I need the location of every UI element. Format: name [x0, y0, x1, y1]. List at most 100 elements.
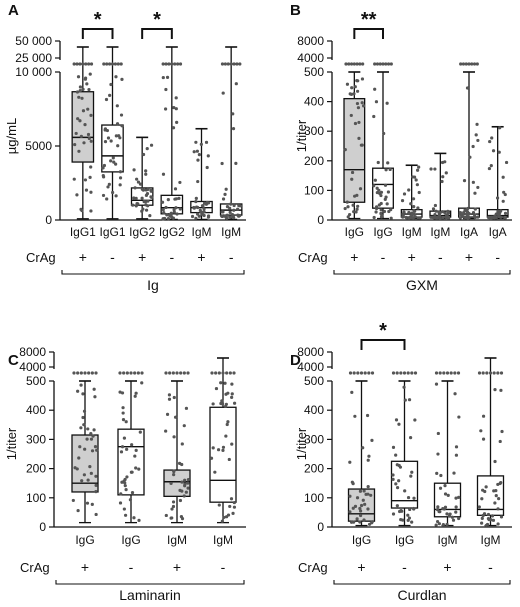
- data-point: [142, 199, 146, 204]
- crag-sign: -: [110, 249, 115, 265]
- data-point: [94, 474, 98, 478]
- data-point: [354, 210, 358, 214]
- data-point: [228, 206, 232, 210]
- data-point: [226, 391, 230, 395]
- data-point: [471, 180, 475, 184]
- x-category-label: IgM: [167, 533, 187, 547]
- data-point-overflow: [232, 62, 236, 66]
- data-point: [122, 436, 127, 440]
- y-tick-label: 0: [317, 520, 324, 534]
- iqr-box: [209, 406, 237, 503]
- data-point: [172, 473, 176, 477]
- y-tick-label: 500: [26, 374, 46, 388]
- data-point: [133, 454, 137, 458]
- data-point: [124, 420, 128, 424]
- data-point-overflow: [179, 371, 183, 375]
- data-point-overflow: [472, 62, 477, 66]
- data-point-overflow: [83, 371, 87, 375]
- data-point: [400, 199, 405, 203]
- data-point: [466, 206, 470, 211]
- data-point-overflow: [225, 371, 229, 375]
- data-point: [164, 205, 168, 210]
- data-point: [413, 209, 417, 213]
- data-point: [348, 460, 352, 464]
- data-point: [180, 462, 184, 467]
- data-point: [88, 464, 92, 469]
- significance-bracket: [141, 28, 173, 39]
- data-point: [488, 139, 492, 144]
- data-point: [490, 514, 495, 518]
- data-point: [360, 77, 365, 81]
- y-tick-label-upper: 25 000: [15, 51, 52, 65]
- data-point: [358, 506, 362, 511]
- crag-sign: -: [169, 249, 174, 265]
- data-point: [134, 391, 138, 395]
- data-point: [194, 199, 198, 204]
- data-point: [136, 180, 141, 184]
- data-point: [476, 185, 480, 190]
- data-point: [220, 214, 224, 218]
- data-point: [202, 201, 207, 205]
- data-point: [468, 155, 472, 159]
- data-point: [349, 113, 353, 118]
- data-point-overflow: [445, 371, 450, 375]
- data-point: [353, 504, 358, 508]
- data-point: [116, 144, 120, 148]
- data-point: [226, 420, 230, 424]
- data-point: [441, 175, 445, 179]
- x-category-label: IgG: [352, 533, 371, 547]
- data-point: [454, 496, 458, 500]
- data-point: [369, 493, 373, 497]
- data-point: [411, 216, 415, 220]
- data-point: [85, 501, 90, 505]
- data-point: [123, 513, 128, 517]
- group-bracket: [61, 270, 245, 275]
- data-point: [494, 494, 498, 498]
- data-point: [345, 82, 350, 86]
- data-point: [128, 498, 133, 502]
- box-3: [433, 371, 462, 527]
- data-point: [415, 183, 419, 187]
- y-tick-label-upper: 8000: [19, 345, 46, 359]
- data-point: [453, 392, 457, 396]
- data-point: [178, 498, 183, 503]
- data-point: [417, 190, 421, 195]
- data-point-overflow: [384, 62, 388, 66]
- data-point: [186, 486, 190, 490]
- data-point: [441, 522, 445, 527]
- data-point: [206, 215, 211, 219]
- crag-sign: -: [402, 559, 407, 575]
- data-point-overflow: [129, 371, 133, 375]
- data-point: [89, 113, 93, 117]
- data-point: [348, 494, 352, 498]
- crag-sign: -: [221, 559, 226, 575]
- data-point: [89, 139, 93, 143]
- data-point-overflow: [459, 62, 463, 66]
- data-point-overflow: [89, 62, 94, 66]
- data-point-overflow: [178, 62, 183, 66]
- data-point: [220, 161, 224, 166]
- data-point: [402, 385, 406, 389]
- data-point: [350, 480, 354, 484]
- data-point: [182, 424, 186, 428]
- group-label: Laminarin: [119, 587, 180, 603]
- data-point: [382, 209, 387, 214]
- crag-sign: +: [197, 249, 205, 265]
- data-point-overflow: [87, 371, 91, 375]
- data-point: [348, 510, 352, 514]
- data-point: [125, 447, 129, 451]
- data-point: [418, 216, 422, 220]
- data-point-overflow: [456, 371, 461, 375]
- data-point-overflow: [78, 62, 82, 66]
- data-point: [358, 187, 363, 191]
- crag-label: CrAg: [20, 560, 50, 575]
- data-point: [372, 184, 376, 188]
- data-point-overflow: [386, 62, 391, 66]
- data-point: [166, 216, 171, 221]
- crag-sign: +: [81, 559, 89, 575]
- data-point-overflow: [140, 371, 144, 375]
- box-5: [458, 62, 480, 221]
- data-point-overflow: [410, 371, 414, 375]
